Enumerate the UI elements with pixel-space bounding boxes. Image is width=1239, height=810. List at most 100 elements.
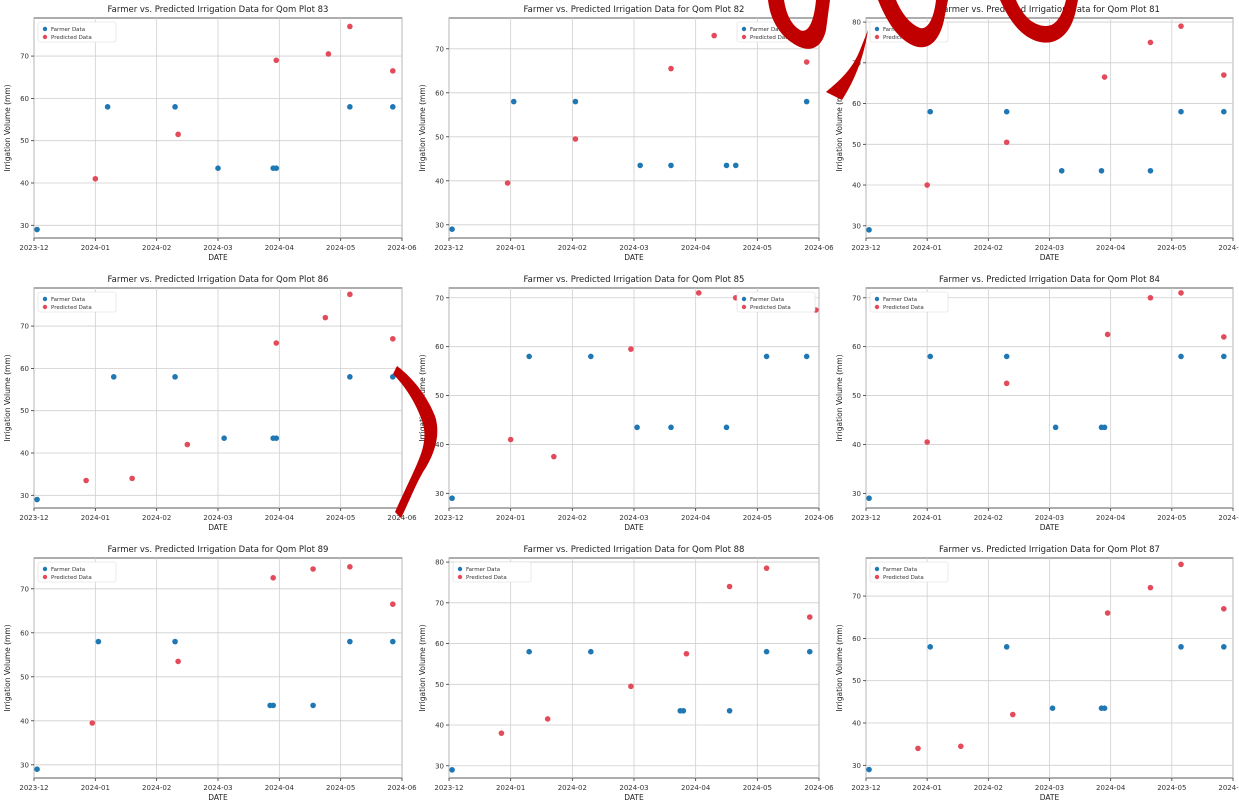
legend-marker <box>741 296 747 302</box>
y-tick-label: 70 <box>852 593 861 601</box>
farmer-data-point <box>390 638 396 645</box>
chart-title: Farmer vs. Predicted Irrigation Data for… <box>524 275 745 285</box>
legend-marker <box>741 304 747 310</box>
predicted-data-point <box>924 182 930 188</box>
legend: Farmer Data Predicted Data <box>736 291 816 313</box>
farmer-data-point <box>34 226 40 233</box>
y-tick-label: 50 <box>852 392 861 400</box>
farmer-data-point <box>866 766 872 773</box>
farmer-data-point <box>1178 644 1184 650</box>
farmer-data-point <box>104 104 111 110</box>
predicted-data-point <box>1003 139 1010 146</box>
y-tick-label: 70 <box>852 59 861 67</box>
x-tick-label: 2024-05 <box>326 784 355 792</box>
chart-panel: Farmer vs. Predicted Irrigation Data for… <box>415 540 834 810</box>
x-tick-label: 2024-01 <box>496 514 525 522</box>
predicted-data-point <box>347 23 353 30</box>
legend-marker <box>741 26 747 32</box>
predicted-data-point <box>273 340 280 346</box>
legend-marker <box>457 566 463 572</box>
y-axis-label: Irrigation Volume (mm) <box>418 624 427 711</box>
farmer-data-point <box>95 638 102 645</box>
farmer-data-point <box>1098 167 1105 174</box>
legend-marker <box>42 26 48 32</box>
legend-label: Predicted Data <box>883 575 924 581</box>
x-tick-label: 2024-06 <box>1218 784 1239 792</box>
chart-svg: Farmer vs. Predicted Irrigation Data for… <box>418 5 834 262</box>
farmer-data-point <box>1147 167 1154 174</box>
farmer-data-point <box>34 766 40 772</box>
x-tick-label: 2024-05 <box>326 244 355 252</box>
x-tick-label: 2024-03 <box>619 244 648 252</box>
predicted-data-point <box>1147 294 1154 301</box>
legend-marker <box>741 34 747 40</box>
x-tick-label: 2023-12 <box>19 784 48 792</box>
legend-marker <box>874 34 880 40</box>
farmer-data-point <box>510 98 517 105</box>
x-tick-label: 2023-12 <box>851 244 880 252</box>
legend-label: Farmer Data <box>51 297 85 303</box>
y-tick-label: 60 <box>435 640 444 648</box>
x-axis-label: DATE <box>1040 793 1060 802</box>
chart-panel: Farmer vs. Predicted Irrigation Data for… <box>0 0 417 270</box>
legend-label: Predicted Data <box>51 575 92 581</box>
y-tick-label: 50 <box>435 681 444 689</box>
x-tick-label: 2024-05 <box>326 514 355 522</box>
chart-title: Farmer vs. Predicted Irrigation Data for… <box>108 275 329 285</box>
y-tick-label: 30 <box>852 762 861 770</box>
y-tick-label: 40 <box>852 441 861 449</box>
legend: Farmer Data Predicted Data <box>37 291 117 313</box>
x-tick-label: 2024-04 <box>265 514 295 522</box>
x-tick-label: 2024-02 <box>142 244 171 252</box>
y-tick-label: 30 <box>435 221 444 229</box>
y-tick-label: 30 <box>435 490 444 498</box>
x-tick-label: 2024-01 <box>496 784 525 792</box>
predicted-data-point <box>129 475 135 482</box>
farmer-data-point <box>723 424 730 431</box>
farmer-data-point <box>806 648 813 655</box>
farmer-data-point <box>347 638 353 645</box>
predicted-data-point <box>1221 334 1227 340</box>
chart-svg: Farmer vs. Predicted Irrigation Data for… <box>418 545 834 802</box>
farmer-data-point <box>927 108 934 115</box>
legend-marker <box>42 304 48 310</box>
farmer-data-point <box>1058 167 1065 174</box>
farmer-data-point <box>803 98 810 105</box>
legend-marker <box>874 304 880 310</box>
predicted-data-point <box>270 575 277 581</box>
y-tick-label: 70 <box>435 599 444 607</box>
farmer-data-point <box>927 353 934 360</box>
predicted-data-point <box>89 720 96 726</box>
y-tick-label: 40 <box>20 450 29 458</box>
x-tick-label: 2024-03 <box>619 784 648 792</box>
predicted-data-point <box>726 583 733 590</box>
predicted-data-point <box>507 436 514 443</box>
predicted-data-point <box>1178 23 1184 29</box>
chart-panel: Farmer vs. Predicted Irrigation Data for… <box>0 270 417 540</box>
x-tick-label: 2023-12 <box>434 244 463 252</box>
y-tick-label: 50 <box>852 677 861 685</box>
farmer-data-point <box>347 374 353 380</box>
predicted-data-point <box>498 730 505 736</box>
predicted-data-point <box>668 65 674 72</box>
legend-label: Predicted Data <box>883 305 924 311</box>
x-tick-label: 2024-01 <box>81 514 110 522</box>
chart-svg: Farmer vs. Predicted Irrigation Data for… <box>3 5 417 262</box>
chart-svg: Farmer vs. Predicted Irrigation Data for… <box>835 5 1239 262</box>
y-tick-label: 60 <box>20 365 29 373</box>
predicted-data-point <box>628 346 634 352</box>
farmer-data-point <box>588 648 594 655</box>
legend-marker <box>874 566 880 572</box>
farmer-data-point <box>526 648 532 655</box>
farmer-data-point <box>1052 424 1059 431</box>
legend: Farmer Data Predicted Data <box>736 21 816 43</box>
y-axis-label: Irrigation Volume (mm) <box>3 354 12 441</box>
predicted-data-point <box>83 477 89 484</box>
predicted-data-point <box>1101 74 1108 80</box>
predicted-data-point <box>92 175 99 182</box>
farmer-data-point <box>1178 353 1184 360</box>
legend-label: Predicted Data <box>750 305 791 311</box>
x-tick-label: 2024-05 <box>743 244 772 252</box>
legend-marker <box>457 574 463 580</box>
y-tick-label: 50 <box>20 137 29 145</box>
